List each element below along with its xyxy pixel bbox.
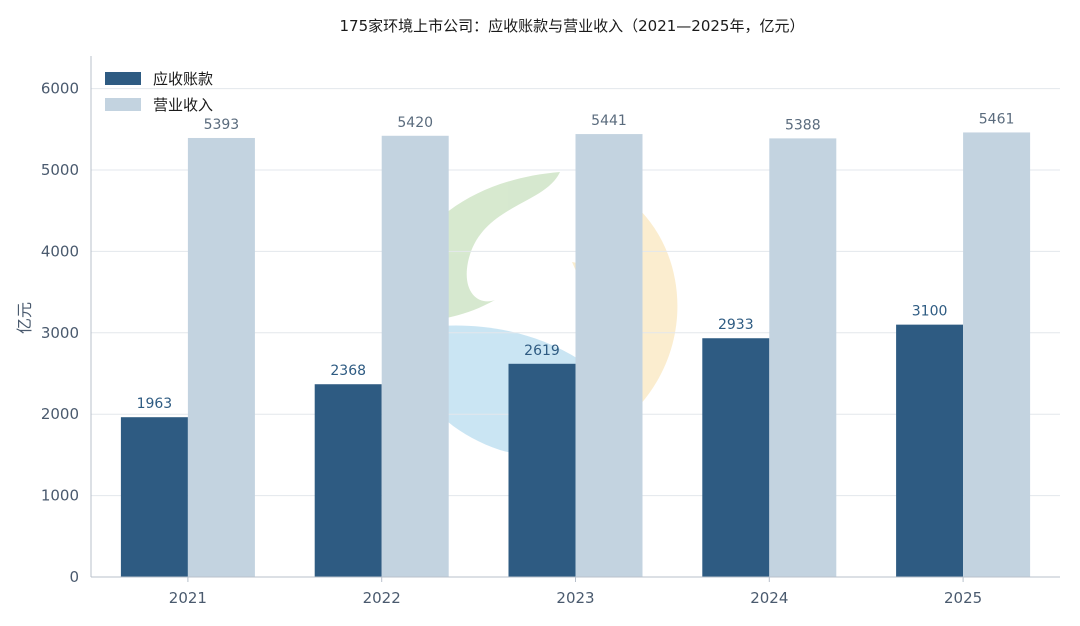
data-label: 5388 [785,117,821,133]
y-tick-label: 1000 [41,487,79,505]
y-axis-label: 亿元 [15,302,34,334]
data-label: 3100 [912,304,948,320]
data-labels: 1963 5393 2368 5420 2619 5441 2933 5388 3100 5461 [137,111,1015,412]
data-label: 5441 [591,113,627,129]
bar-revenue-2023 [575,134,643,577]
bar-receivables-2021 [120,417,188,577]
legend-label: 营业收入 [153,96,213,114]
data-label: 5393 [204,117,240,133]
data-label: 5420 [397,115,433,131]
bar-revenue-2024 [769,138,837,577]
x-axis-ticks: 2021 2022 2023 2024 2025 [169,577,982,607]
data-label: 2368 [330,363,366,379]
chart-title: 175家环境上市公司：应收账款与营业收入（2021—2025年，亿元） [340,17,805,35]
x-tick-label: 2021 [169,589,207,607]
x-tick-label: 2022 [363,589,401,607]
data-label: 2619 [524,343,560,359]
bar-receivables-2025 [896,324,964,577]
bars [120,132,1031,578]
y-tick-label: 6000 [41,80,79,98]
bar-receivables-2024 [702,338,770,577]
y-tick-label: 4000 [41,242,79,260]
bar-receivables-2022 [314,384,382,577]
y-tick-label: 5000 [41,161,79,179]
bar-revenue-2022 [381,135,449,577]
y-axis-ticks: 0 1000 2000 3000 4000 5000 6000 [41,80,79,586]
data-label: 2933 [718,317,754,333]
legend-swatch [105,98,141,111]
y-tick-label: 0 [69,568,79,586]
x-tick-label: 2024 [750,589,788,607]
y-tick-label: 2000 [41,405,79,423]
legend-swatch [105,72,141,85]
axes [90,56,1060,578]
data-label: 5461 [979,111,1015,127]
y-tick-label: 3000 [41,324,79,342]
bar-revenue-2021 [187,137,255,578]
bar-revenue-2025 [963,132,1031,577]
x-tick-label: 2025 [944,589,982,607]
x-tick-label: 2023 [556,589,594,607]
bar-receivables-2023 [508,363,576,577]
legend-label: 应收账款 [153,70,213,88]
data-label: 1963 [137,396,173,412]
